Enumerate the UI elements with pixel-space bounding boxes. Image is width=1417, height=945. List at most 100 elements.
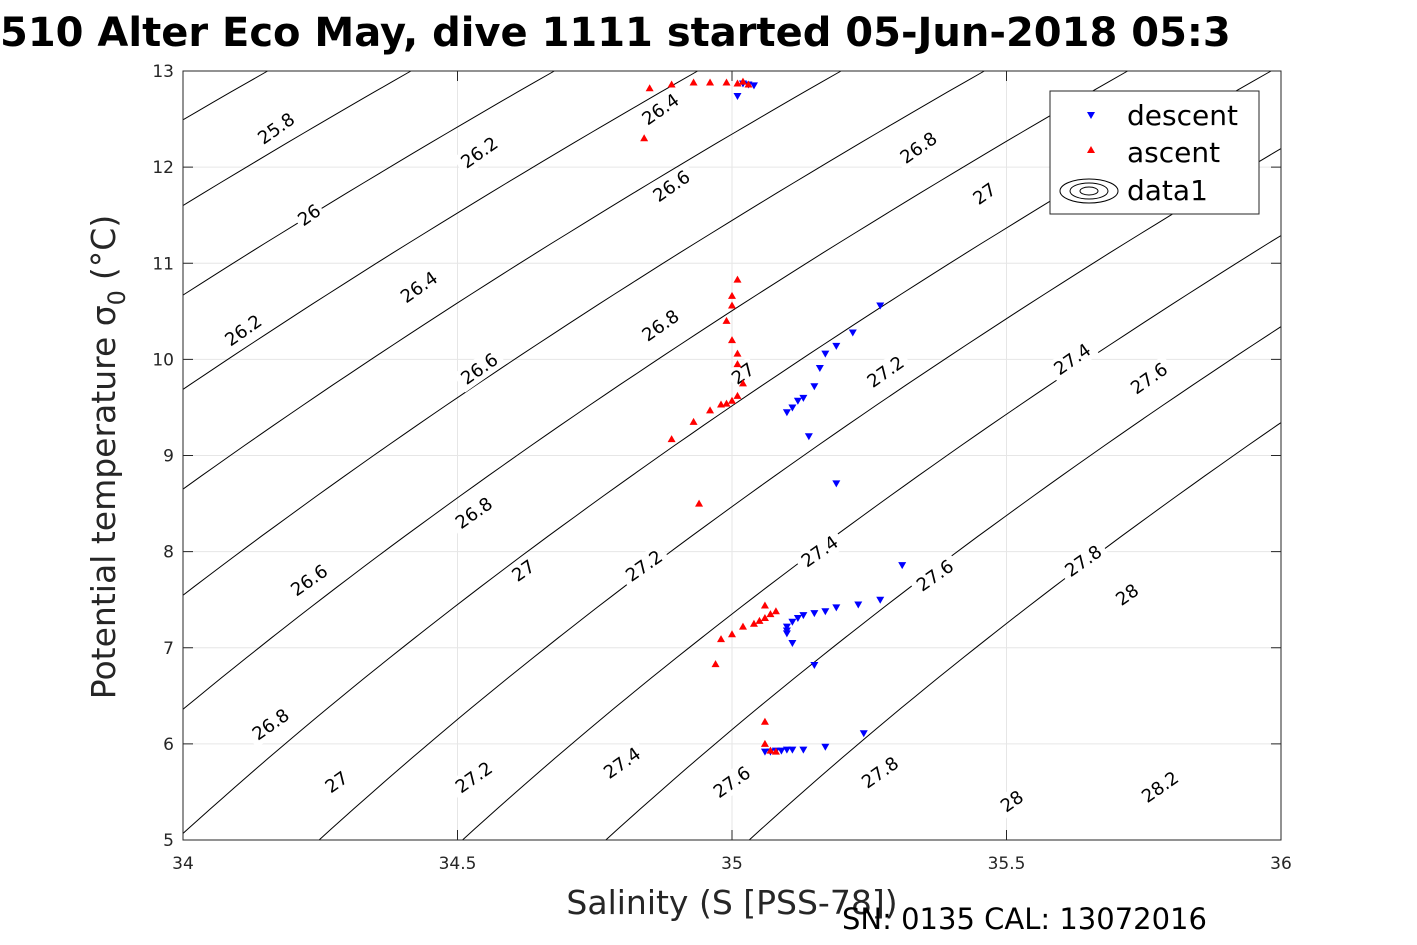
contour-label-bg-12 — [633, 302, 688, 350]
contour-line-27-8 — [461, 234, 1281, 840]
ascent-point-14 — [733, 349, 742, 357]
ascent-point-10 — [728, 291, 736, 299]
y-tick-label-6: 11 — [152, 254, 174, 274]
contour-label-bg-1 — [291, 198, 328, 233]
descent-point-35 — [777, 747, 786, 755]
ascent-point-6 — [738, 77, 747, 85]
contour-label-bg-30 — [1133, 763, 1187, 811]
ascent-point-11 — [728, 301, 736, 309]
contour-label-bg-8 — [447, 489, 501, 537]
descent-point-13 — [782, 409, 791, 417]
contour-label-bg-14 — [447, 754, 501, 801]
y-axis-label-main: Potential temperature σ — [84, 305, 123, 699]
descent-point-38 — [760, 748, 769, 756]
contour-label-bg-28 — [1109, 577, 1146, 612]
descent-point-25 — [782, 623, 791, 631]
descent-point-5 — [848, 329, 857, 337]
legend: descent ascent data1 — [1049, 90, 1260, 215]
legend-descent-label: descent — [1127, 99, 1238, 132]
x-tick-label-4: 36 — [1270, 854, 1292, 874]
descent-point-24 — [788, 618, 797, 626]
contour-label-bg-15 — [725, 356, 761, 391]
descent-point-23 — [793, 614, 802, 622]
contour-label-bg-25 — [853, 749, 907, 797]
x-tick-label-2: 35 — [721, 854, 743, 874]
grid — [183, 71, 1281, 840]
contour-label-bg-20 — [858, 348, 913, 396]
contour-line-26-4 — [183, 71, 556, 296]
contour-label-bg-3 — [392, 263, 446, 311]
ascent-point-34 — [711, 660, 720, 668]
y-tick-label-4: 9 — [163, 447, 174, 467]
contour-label-bg-19 — [966, 176, 1003, 212]
ascent-point-35 — [760, 717, 769, 725]
contour-label-bg-9 — [318, 765, 355, 800]
contour-label-bg-24 — [908, 552, 962, 600]
y-axis-ticks: 5 6 7 8 9 10 11 12 13 — [152, 62, 1281, 851]
ascent-point-21 — [706, 406, 715, 414]
descent-point-15 — [832, 480, 841, 488]
descent-point-9 — [810, 383, 819, 391]
x-axis-ticks: 34 34.5 35 35.5 36 — [172, 71, 1292, 874]
descent-point-14 — [804, 433, 813, 441]
ascent-point-9 — [733, 275, 742, 283]
x-tick-label-1: 34.5 — [439, 854, 477, 874]
y-axis-label: Potential temperature σ0 (°C) — [84, 215, 131, 699]
y-tick-label-3: 8 — [163, 543, 174, 563]
ascent-point-19 — [722, 399, 731, 407]
ascent-point-0 — [645, 84, 654, 92]
descent-point-4 — [876, 302, 885, 310]
ascent-point-38 — [771, 747, 780, 755]
descent-point-6 — [832, 342, 841, 350]
y-tick-label-0: 5 — [163, 831, 174, 851]
descent-point-0 — [733, 92, 742, 100]
ascent-point-32 — [728, 630, 736, 638]
contour-label-bg-11 — [644, 162, 699, 210]
contour-line-28 — [605, 326, 1281, 840]
ascent-point-28 — [760, 613, 769, 621]
ascent-point-33 — [717, 635, 726, 643]
ascent-point-1 — [667, 80, 676, 88]
ascent-point-36 — [760, 739, 769, 747]
contour-line-27-2 — [183, 71, 1129, 710]
descent-point-2 — [749, 82, 758, 90]
ascent-point-25 — [760, 601, 769, 609]
ascent-point-16 — [738, 379, 747, 387]
ascent-point-29 — [755, 616, 764, 624]
ascent-point-12 — [722, 316, 731, 324]
descent-point-30 — [859, 730, 868, 738]
density-contours — [183, 71, 1281, 840]
y-tick-label-1: 6 — [163, 735, 174, 755]
contour-line-26-8 — [183, 71, 843, 490]
contour-label-bg-7 — [452, 345, 507, 393]
legend-ascent-label: ascent — [1127, 136, 1220, 169]
legend-descent-marker — [1087, 112, 1095, 119]
ascent-point-24 — [695, 499, 704, 507]
ascent-point-31 — [738, 622, 747, 630]
descent-point-19 — [832, 604, 841, 612]
descent-point-10 — [799, 394, 808, 402]
contour-label-bg-4 — [282, 557, 337, 604]
ascent-point-37 — [766, 746, 775, 754]
legend-box — [1049, 90, 1260, 215]
ascent-point-17 — [733, 391, 742, 399]
descent-point-16 — [898, 562, 907, 570]
contour-label-bg-22 — [705, 758, 759, 806]
legend-contour-icon — [1059, 178, 1119, 204]
data-points — [640, 77, 907, 756]
y-tick-label-5: 10 — [152, 350, 174, 370]
ascent-point-27 — [766, 610, 775, 618]
x-axis-label: Salinity (S [PSS-78]) — [566, 883, 897, 922]
contour-label-bg-29 — [994, 784, 1030, 819]
chart-title: 510 Alter Eco May, dive 1111 started 05-… — [0, 10, 1231, 56]
ascent-point-2 — [689, 78, 698, 86]
descent-point-28 — [788, 639, 797, 647]
ascent-point-22 — [689, 417, 698, 425]
ascent-point-15 — [733, 360, 742, 368]
descent-point-32 — [799, 746, 808, 754]
contour-label-bg-27 — [1056, 537, 1111, 585]
y-axis-label-subscript: 0 — [103, 290, 131, 305]
y-tick-label-7: 12 — [152, 158, 174, 178]
ascent-point-30 — [749, 619, 758, 627]
ascent-point-3 — [706, 78, 715, 86]
